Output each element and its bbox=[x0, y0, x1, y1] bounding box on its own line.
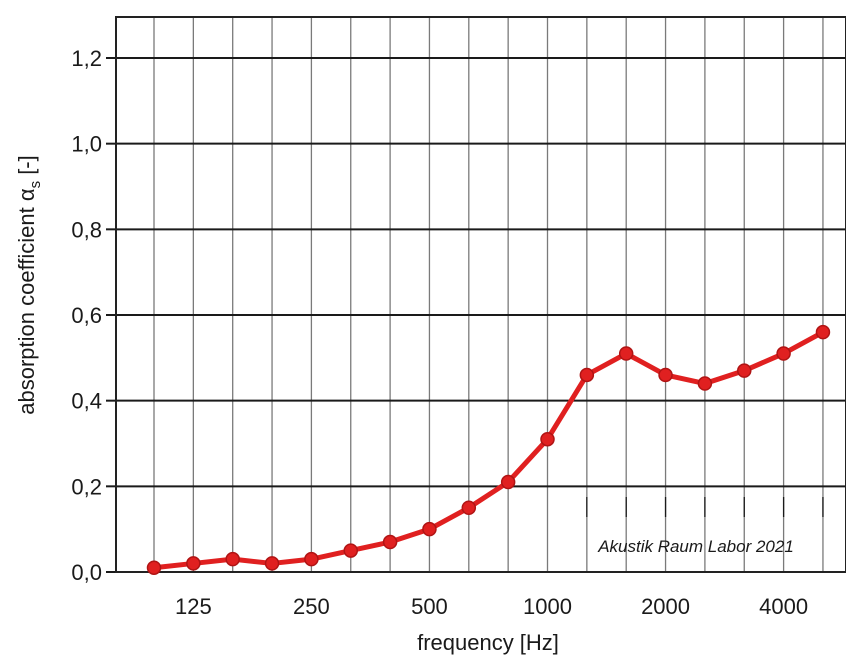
data-point bbox=[422, 521, 437, 537]
data-point bbox=[382, 534, 398, 550]
x-tick-label: 1000 bbox=[523, 594, 572, 619]
y-tick-label: 0,6 bbox=[71, 303, 102, 328]
data-point bbox=[500, 474, 516, 490]
y-tick-label: 0,4 bbox=[71, 389, 102, 414]
series-line bbox=[151, 329, 826, 571]
y-tick-label: 0,2 bbox=[71, 474, 102, 499]
plot-frame bbox=[115, 16, 846, 573]
x-axis-label: frequency [Hz] bbox=[417, 630, 559, 655]
x-tick-label: 125 bbox=[175, 594, 212, 619]
data-point bbox=[304, 551, 319, 567]
y-tick-label: 0,0 bbox=[71, 560, 102, 585]
grid bbox=[106, 17, 846, 573]
data-point bbox=[461, 500, 477, 515]
data-point bbox=[737, 363, 752, 378]
data-point bbox=[658, 367, 673, 383]
x-tick-label: 4000 bbox=[759, 594, 808, 619]
data-point bbox=[815, 324, 831, 340]
x-tick-label: 250 bbox=[293, 594, 330, 619]
y-axis-label-subscript: s bbox=[27, 181, 44, 189]
y-axis-label-main: absorption coefficient α bbox=[14, 188, 39, 415]
y-tick-label: 1,2 bbox=[71, 46, 102, 71]
data-point bbox=[264, 556, 280, 571]
data-point bbox=[579, 367, 595, 383]
data-point bbox=[146, 560, 162, 575]
annotation-text: Akustik Raum Labor 2021 bbox=[597, 537, 794, 556]
data-point bbox=[697, 376, 713, 391]
x-tick-label: 500 bbox=[411, 594, 448, 619]
data-point bbox=[776, 346, 791, 361]
y-axis-label-suffix: [-] bbox=[14, 155, 39, 181]
y-tick-labels: 0,0 0,2 0,4 0,6 0,8 1,0 1,2 bbox=[71, 46, 102, 585]
data-point bbox=[540, 431, 555, 447]
y-tick-label: 0,8 bbox=[71, 217, 102, 242]
x-tick-labels: 125 250 500 1000 2000 4000 bbox=[175, 594, 808, 619]
y-tick-label: 1,0 bbox=[71, 132, 102, 157]
data-point bbox=[186, 556, 201, 571]
data-point bbox=[343, 543, 358, 558]
data-point bbox=[225, 551, 240, 567]
data-point bbox=[618, 346, 634, 361]
x-tick-label: 2000 bbox=[641, 594, 690, 619]
annotation-tick-marks bbox=[586, 497, 824, 517]
y-axis-label: absorption coefficient αs [-] bbox=[14, 155, 44, 415]
series-layer bbox=[146, 324, 831, 575]
